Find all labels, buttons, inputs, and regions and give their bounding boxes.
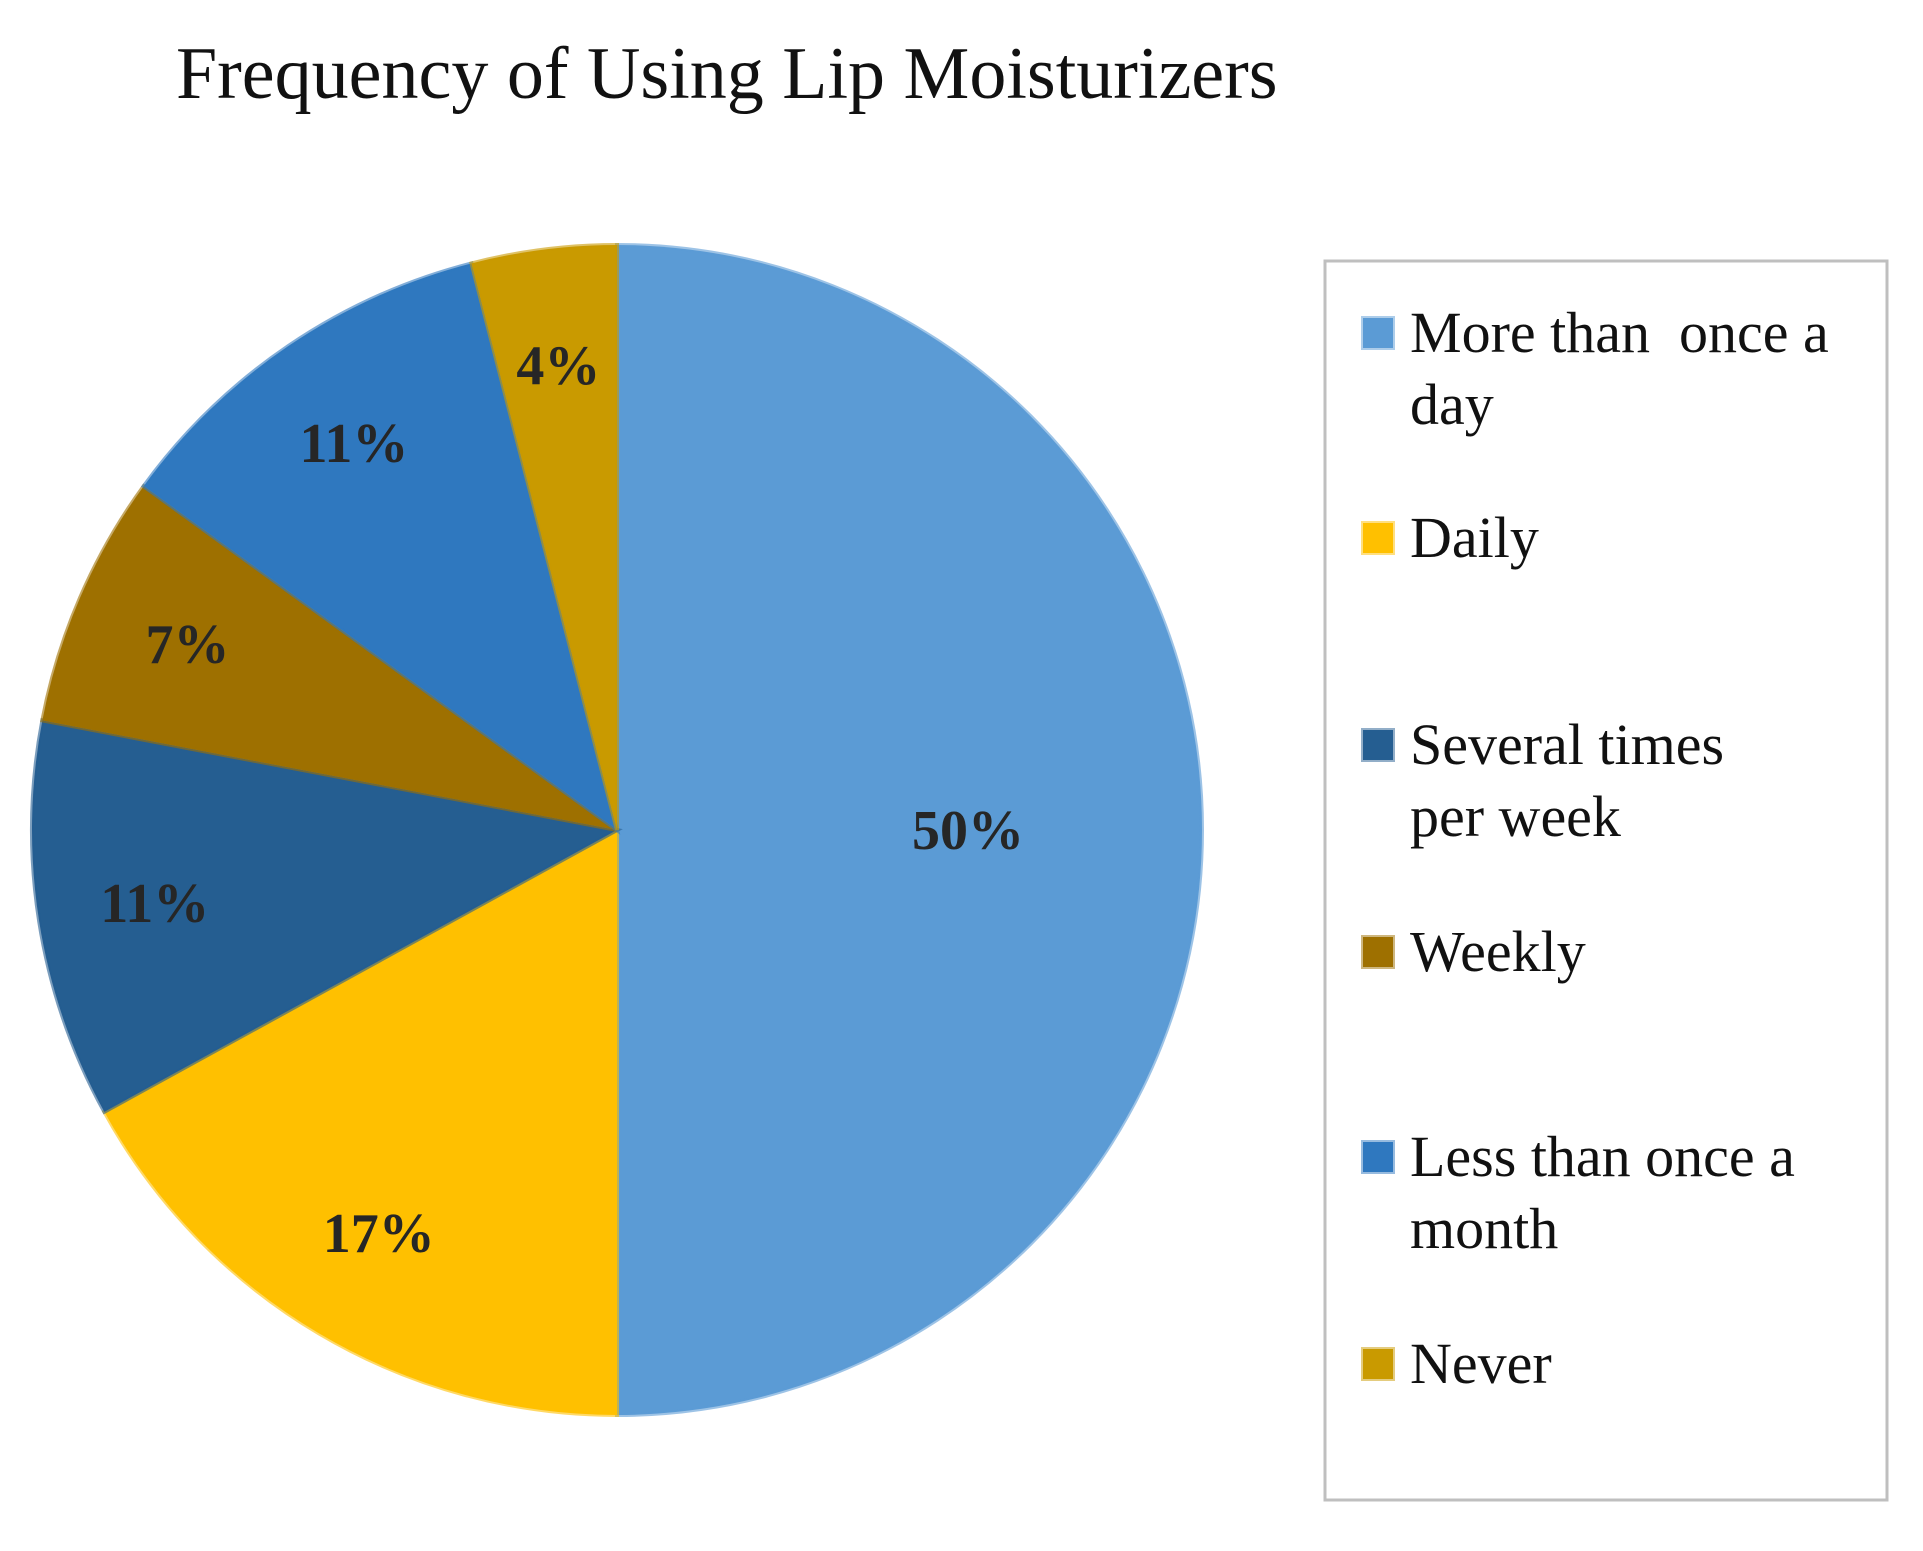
legend-label-3: Weekly: [1410, 919, 1586, 984]
legend: More than once a day Daily Several times per…: [1361, 300, 1829, 1396]
pie-slice-5: [469, 242, 619, 831]
legend-label-1: Daily: [1410, 505, 1539, 570]
chart-title: Frequency of Using Lip Moisturizers: [176, 33, 1278, 115]
pie-slice-4: [140, 260, 621, 835]
legend-marker-2: [1361, 728, 1395, 762]
data-label-1: 17%: [323, 1203, 435, 1265]
pie-slice-1: [101, 826, 619, 1418]
data-label-0: 50%: [912, 800, 1024, 862]
legend-label-0: day: [1410, 372, 1494, 437]
legend-marker-0: [1361, 316, 1395, 350]
legend-label-4: Less than once a: [1410, 1124, 1795, 1189]
pie-slices: [30, 242, 1204, 1418]
legend-label-4: month: [1410, 1196, 1558, 1261]
pie-slice-2: [30, 718, 623, 1115]
legend-marker-4: [1361, 1140, 1395, 1174]
legend-box: [1323, 259, 1889, 1502]
legend-label-0: More than once a: [1410, 300, 1829, 365]
legend-marker-3: [1361, 935, 1395, 969]
legend-label-2: per week: [1410, 784, 1621, 849]
legend-label-2: Several times: [1410, 712, 1724, 777]
data-labels: 50% 17% 11% 7% 11% 4%: [100, 336, 1024, 1265]
data-label-2: 11%: [100, 873, 209, 935]
data-label-4: 11%: [299, 413, 408, 475]
data-label-5: 4%: [516, 336, 600, 398]
pie-slice-0: [615, 242, 1204, 1418]
legend-marker-5: [1361, 1347, 1395, 1381]
data-label-3: 7%: [145, 614, 229, 676]
legend-label-5: Never: [1410, 1331, 1552, 1396]
pie-slice-3: [40, 483, 619, 832]
legend-marker-1: [1361, 521, 1395, 555]
